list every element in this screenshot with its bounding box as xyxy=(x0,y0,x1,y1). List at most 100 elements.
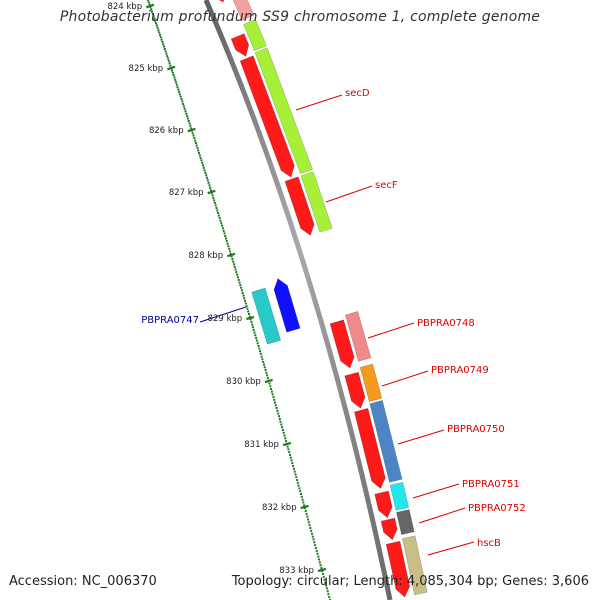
ruler-dot xyxy=(187,120,190,122)
ruler-dot xyxy=(255,339,258,342)
ruler-dot xyxy=(181,100,184,103)
ruler-tick xyxy=(300,504,309,510)
ruler-dot xyxy=(169,64,172,67)
gene-label-PBPRA0748: PBPRA0748 xyxy=(417,318,475,329)
ruler-dot xyxy=(235,271,238,274)
ruler-dot xyxy=(166,55,169,58)
ruler-dot xyxy=(327,593,330,596)
ruler-dot xyxy=(203,169,206,172)
ruler-dot xyxy=(251,323,254,326)
tick-label: 831 kbp xyxy=(244,440,279,450)
ruler-dot xyxy=(306,515,309,518)
ruler-dot xyxy=(285,440,288,442)
ruler-dot xyxy=(253,331,256,334)
ruler-dot xyxy=(308,524,311,527)
ruler-dot xyxy=(193,137,196,140)
ruler-dot xyxy=(318,558,320,561)
ruler-dot xyxy=(225,240,228,243)
gene-labels: secD secF PBPRA0747 PBPRA0748 PBPRA0749 PBPRA… xyxy=(141,88,526,556)
ruler-dot xyxy=(274,401,276,404)
cds-arrow xyxy=(354,408,386,489)
ruler-dot xyxy=(150,8,153,11)
ruler-dot xyxy=(264,369,267,371)
ruler-dot xyxy=(275,407,278,409)
ruler-dot xyxy=(266,374,269,377)
ruler-dot xyxy=(325,584,328,587)
ruler-dot xyxy=(182,105,185,108)
ruler-dot xyxy=(297,484,300,487)
gene-features xyxy=(218,0,428,598)
accession-info: Accession: NC_006370 xyxy=(9,574,157,589)
cds-arrow xyxy=(385,540,411,598)
ruler-dot xyxy=(163,48,166,50)
backbone-arc xyxy=(203,0,393,600)
ruler-dot xyxy=(266,377,269,380)
ruler-tick xyxy=(187,127,196,133)
ruler-dot xyxy=(154,19,157,22)
ruler-dot xyxy=(217,214,220,217)
ruler-dot xyxy=(201,161,204,164)
ruler-dot xyxy=(175,81,177,84)
ruler-dot xyxy=(233,263,235,266)
ruler-dot xyxy=(271,393,274,396)
feature-band-PBPRA0747 xyxy=(251,287,282,345)
ruler-dot xyxy=(284,437,287,440)
ruler-dot xyxy=(319,564,322,567)
ruler-dot xyxy=(244,299,246,302)
feature-band-secD-start xyxy=(243,19,267,52)
ruler-dot xyxy=(213,201,216,204)
ruler-dot xyxy=(289,456,292,459)
ruler-dot xyxy=(302,501,305,504)
feature-band-secD xyxy=(254,47,313,175)
gene-label-connector xyxy=(412,483,460,499)
ruler-dot xyxy=(237,278,240,281)
genes-value: 3,606 xyxy=(551,574,589,589)
kbp-ruler xyxy=(145,0,331,600)
ruler-dot xyxy=(328,596,331,599)
ruler-dot xyxy=(314,547,317,549)
ruler-dot xyxy=(299,490,302,493)
ruler-dot xyxy=(292,467,295,470)
gene-label-PBPRA0747: PBPRA0747 xyxy=(141,315,199,326)
length-value: 4,085,304 bp xyxy=(406,574,494,589)
ruler-dot xyxy=(322,575,325,578)
ruler-dot xyxy=(218,217,221,220)
ruler-dot xyxy=(316,552,319,555)
ruler-dot xyxy=(196,147,199,149)
ruler-dot xyxy=(326,590,329,593)
ruler-dot xyxy=(206,179,209,182)
ruler-dot xyxy=(294,473,297,476)
tick-label: 830 kbp xyxy=(226,377,261,387)
gene-label-PBPRA0752: PBPRA0752 xyxy=(468,503,526,514)
ruler-dot xyxy=(298,487,301,490)
ruler-dot xyxy=(258,347,261,350)
ruler-dot xyxy=(168,62,171,65)
ruler-dot xyxy=(162,43,165,46)
gene-label-secD: secD xyxy=(345,88,370,99)
ruler-dot xyxy=(178,93,181,96)
length-label: Length: xyxy=(353,574,403,589)
ruler-tick xyxy=(282,441,292,447)
ruler-dot xyxy=(185,112,188,115)
accession-value: NC_006370 xyxy=(81,574,157,589)
ruler-dot xyxy=(238,281,241,284)
ruler-dot xyxy=(305,512,308,515)
ruler-dot xyxy=(209,186,212,189)
ruler-dot xyxy=(249,318,252,321)
feature-band-top xyxy=(232,0,255,21)
ruler-dot xyxy=(317,555,320,558)
ruler-dot xyxy=(220,222,223,225)
ruler-dot xyxy=(191,132,194,135)
ruler-dot xyxy=(197,149,200,152)
ruler-dot xyxy=(291,462,294,465)
ruler-dot xyxy=(226,242,229,245)
ruler-dot xyxy=(251,326,254,329)
ruler-dot xyxy=(280,423,283,426)
ruler-dot xyxy=(262,361,265,363)
ruler-dot xyxy=(283,434,286,437)
topology-label: Topology: xyxy=(231,574,293,589)
ruler-dot xyxy=(221,227,224,230)
ruler-dot xyxy=(263,366,266,369)
ruler-dot xyxy=(239,284,242,287)
ruler-dot xyxy=(184,110,187,113)
